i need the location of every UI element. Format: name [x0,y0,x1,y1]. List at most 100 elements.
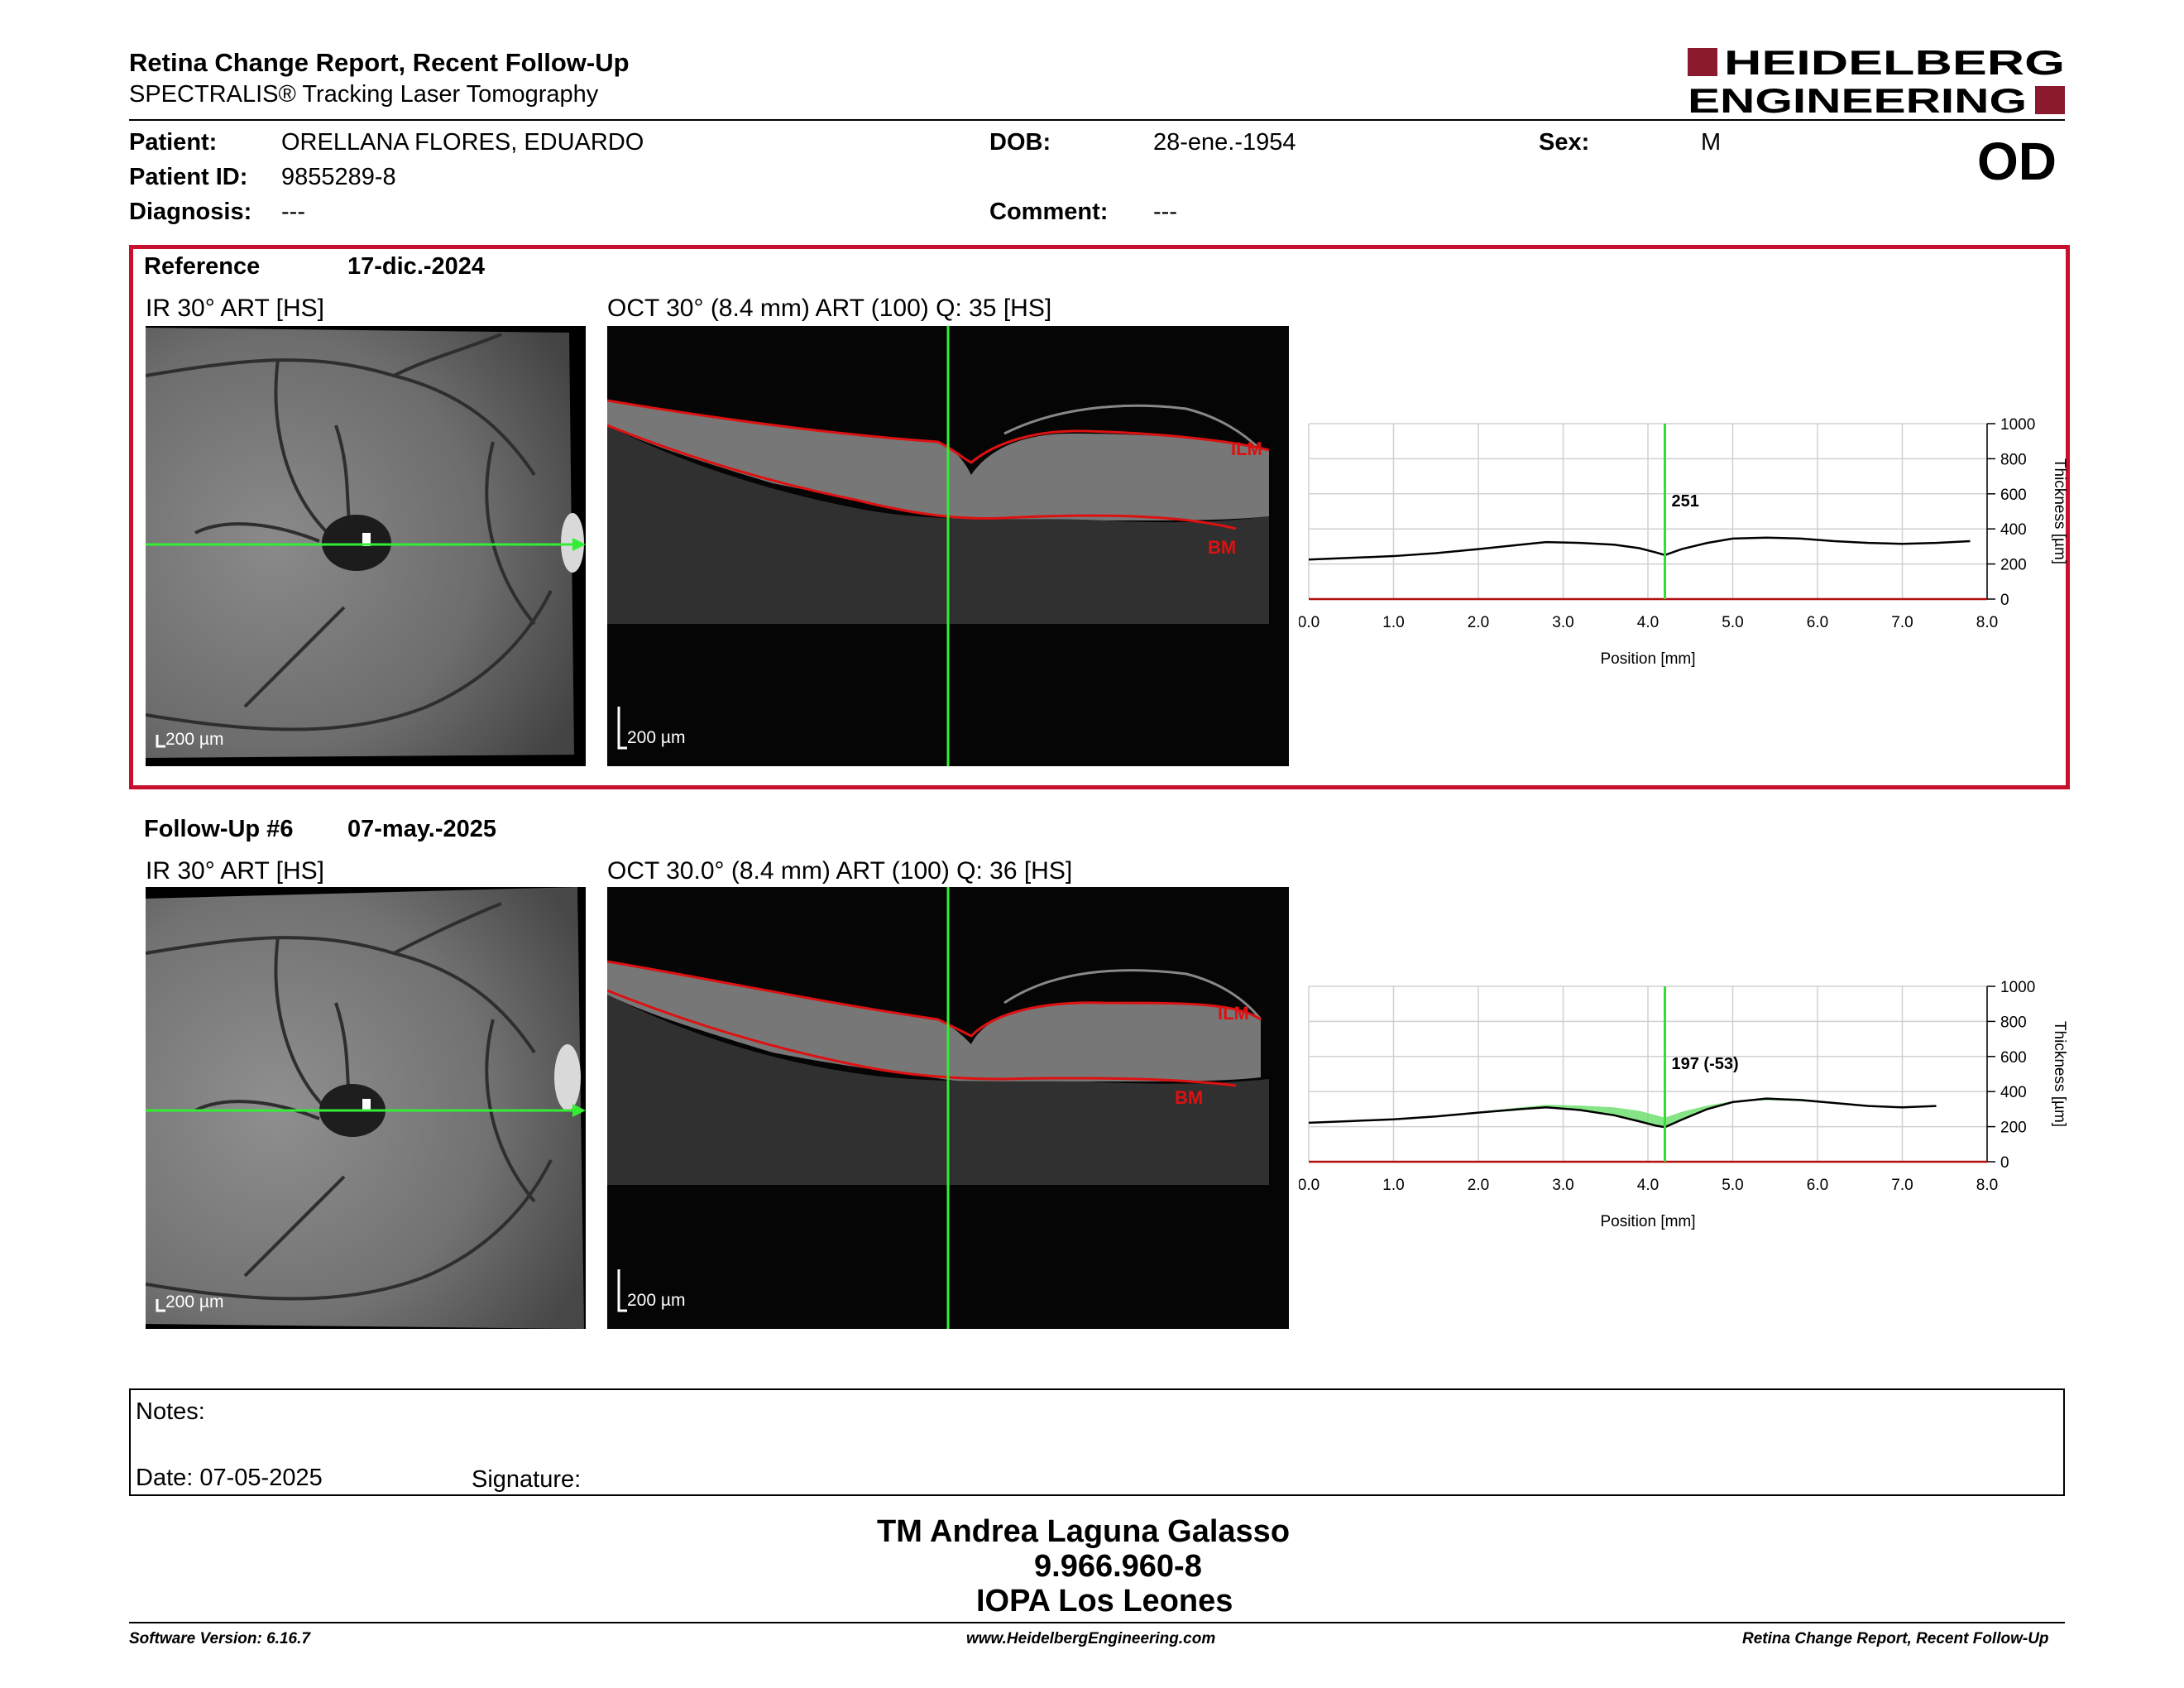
followup-oct-scale-marker [617,1269,627,1312]
x-tick-label: 7.0 [1891,614,1913,631]
followup-ilm-label: ILM [1218,1003,1249,1024]
x-tick-label: 2.0 [1468,614,1489,631]
notes-label: Notes: [136,1398,205,1425]
header-divider [129,119,2065,121]
logo-line1: HEIDELBERG [1724,45,2065,82]
reference-ilm-label: ILM [1231,439,1262,459]
comment-value: --- [1153,199,1177,225]
followup-vessels [146,902,553,1301]
followup-oct-bscan[interactable]: ILM BM [607,887,1289,1329]
logo-line2: ENGINEERING [1688,81,2027,117]
followup-oct-scale-text: 200 µm [627,1291,686,1310]
y-tick-label: 1000 [2000,979,2035,996]
reference-ir-label: IR 30° ART [HS] [146,295,324,322]
reference-highlight-box [129,245,2070,789]
x-tick-label: 3.0 [1552,614,1573,631]
report-title: Retina Change Report, Recent Follow-Up [129,48,630,77]
reference-ir-scale-text: 200 µm [165,730,224,749]
reference-oct-label: OCT 30° (8.4 mm) ART (100) Q: 35 [HS] [607,295,1052,322]
x-tick-label: 5.0 [1722,614,1743,631]
patient-label: Patient: [129,129,218,156]
report-subtitle: SPECTRALIS® Tracking Laser Tomography [129,81,599,108]
reference-ilm-line [607,399,1270,464]
patient-id: 9855289-8 [281,164,396,190]
y-tick-label: 600 [2000,487,2027,504]
x-tick-label: 8.0 [1976,614,1998,631]
diagnosis-label: Diagnosis: [129,199,252,225]
y-tick-label: 200 [2000,557,2027,574]
cursor-value-label: 251 [1672,492,1699,511]
patient-id-label: Patient ID: [129,164,248,190]
y-tick-label: 600 [2000,1049,2027,1067]
followup-choroid [607,995,1269,1185]
followup-label: Follow-Up #6 [144,816,294,842]
reference-thickness-chart: 0.0 1.0 2.0 3.0 4.0 5.0 6.0 7.0 8.00 200 400 600 800… [1299,416,2068,668]
reference-vitreous-membrane [1003,404,1262,452]
cursor-value-label: 197 (-53) [1672,1055,1739,1073]
reference-vessels [146,333,553,731]
reference-oct-scale-text: 200 µm [627,728,686,747]
signature-id: 9.966.960-8 [1034,1549,1202,1584]
diagnosis-value: --- [281,199,305,225]
signature-institution: IOPA Los Leones [976,1584,1233,1618]
reference-date: 17-dic.-2024 [347,253,486,280]
notes-box[interactable] [129,1388,2065,1496]
y-axis-label: Thickness [µm] [2051,458,2068,564]
footer-report-name: Retina Change Report, Recent Follow-Up [1742,1630,2049,1647]
x-tick-label: 6.0 [1807,614,1828,631]
followup-scan-arrow [572,1104,586,1117]
patient-name: ORELLANA FLORES, EDUARDO [281,129,644,156]
notes-signature-label: Signature: [472,1466,582,1493]
y-tick-label: 200 [2000,1120,2027,1137]
notes-date: Date: 07-05-2025 [136,1465,323,1491]
x-tick-label: 6.0 [1807,1177,1828,1194]
thickness-line [1308,1097,1937,1129]
y-tick-label: 1000 [2000,416,2035,434]
footer-website[interactable]: www.HeidelbergEngineering.com [966,1630,1216,1647]
x-tick-label: 1.0 [1382,614,1404,631]
footer-version: Software Version: 6.16.7 [129,1630,310,1647]
x-axis-label: Position [mm] [1600,1213,1695,1230]
followup-scale-marker [156,1299,165,1312]
reference-macula-spot [362,533,371,546]
x-tick-label: 2.0 [1468,1177,1489,1194]
x-tick-label: 3.0 [1552,1177,1573,1194]
y-tick-label: 800 [2000,451,2027,468]
followup-oct-label: OCT 30.0° (8.4 mm) ART (100) Q: 36 [HS] [607,857,1073,885]
signature-name: TM Andrea Laguna Galasso [877,1514,1291,1549]
reference-label: Reference [144,253,261,280]
followup-vitreous-membrane [1003,969,1262,1020]
reference-retina-layer [607,400,1269,525]
logo-square-bottom [2035,86,2065,114]
reference-fundus-image[interactable] [146,326,586,766]
x-axis-label: Position [mm] [1600,650,1695,668]
thickness-difference-area [1309,1098,1937,1128]
sex-value: M [1701,129,1722,156]
footer-divider [129,1622,2065,1623]
x-tick-label: 1.0 [1382,1177,1404,1194]
eye-indicator: OD [1977,132,2057,191]
dob-value: 28-ene.-1954 [1153,129,1296,156]
followup-bm-line [607,989,1237,1087]
sex-label: Sex: [1539,129,1590,156]
reference-choroid [607,425,1269,624]
y-tick-label: 400 [2000,1084,2027,1101]
followup-bm-label: BM [1175,1087,1203,1108]
x-tick-label: 5.0 [1722,1177,1743,1194]
followup-retina-layer [607,961,1261,1086]
followup-fundus-image[interactable] [146,887,586,1329]
heidelberg-logo: HEIDELBERG ENGINEERING [1688,45,2065,117]
reference-scan-arrow [572,538,586,551]
reference-scale-marker [156,735,165,748]
y-tick-label: 400 [2000,521,2027,539]
logo-square-top [1688,48,1717,76]
followup-macula-spot [362,1099,371,1110]
reference-bm-line [607,424,1237,530]
followup-date: 07-may.-2025 [347,816,497,842]
y-tick-label: 800 [2000,1014,2027,1031]
followup-ir-scale-text: 200 µm [165,1292,224,1312]
y-tick-label: 0 [2000,1154,2009,1172]
comment-label: Comment: [989,199,1109,225]
reference-bm-label: BM [1208,537,1236,558]
reference-oct-bscan[interactable]: ILM BM [607,326,1289,766]
